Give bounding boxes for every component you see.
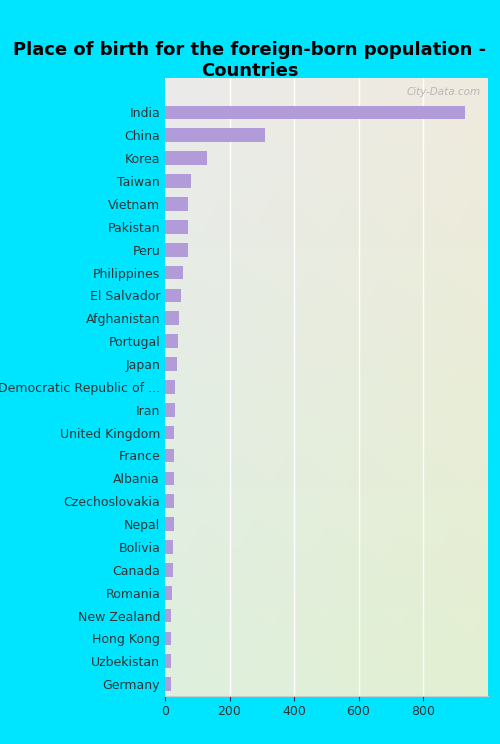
Bar bbox=[165, 106, 465, 119]
Bar bbox=[165, 151, 207, 165]
Bar bbox=[165, 563, 173, 577]
Bar bbox=[165, 220, 188, 234]
Bar bbox=[165, 586, 172, 600]
Bar bbox=[165, 677, 171, 691]
Bar bbox=[165, 472, 173, 485]
Bar bbox=[165, 632, 172, 645]
Bar bbox=[165, 334, 178, 348]
Bar bbox=[165, 197, 188, 211]
Bar bbox=[165, 517, 173, 531]
Bar bbox=[165, 449, 173, 462]
Bar bbox=[165, 243, 188, 257]
Bar bbox=[165, 129, 265, 142]
Bar bbox=[165, 380, 175, 394]
Bar bbox=[165, 357, 177, 371]
Text: Place of birth for the foreign-born population -
Countries: Place of birth for the foreign-born popu… bbox=[14, 41, 486, 80]
Bar bbox=[165, 540, 173, 554]
Bar bbox=[165, 609, 172, 623]
Bar bbox=[165, 174, 191, 188]
Bar bbox=[165, 289, 181, 302]
Bar bbox=[165, 312, 178, 325]
Bar bbox=[165, 426, 173, 440]
Bar bbox=[165, 494, 173, 508]
Text: City-Data.com: City-Data.com bbox=[407, 87, 481, 97]
Bar bbox=[165, 403, 174, 417]
Bar bbox=[165, 266, 182, 280]
Bar bbox=[165, 655, 172, 668]
